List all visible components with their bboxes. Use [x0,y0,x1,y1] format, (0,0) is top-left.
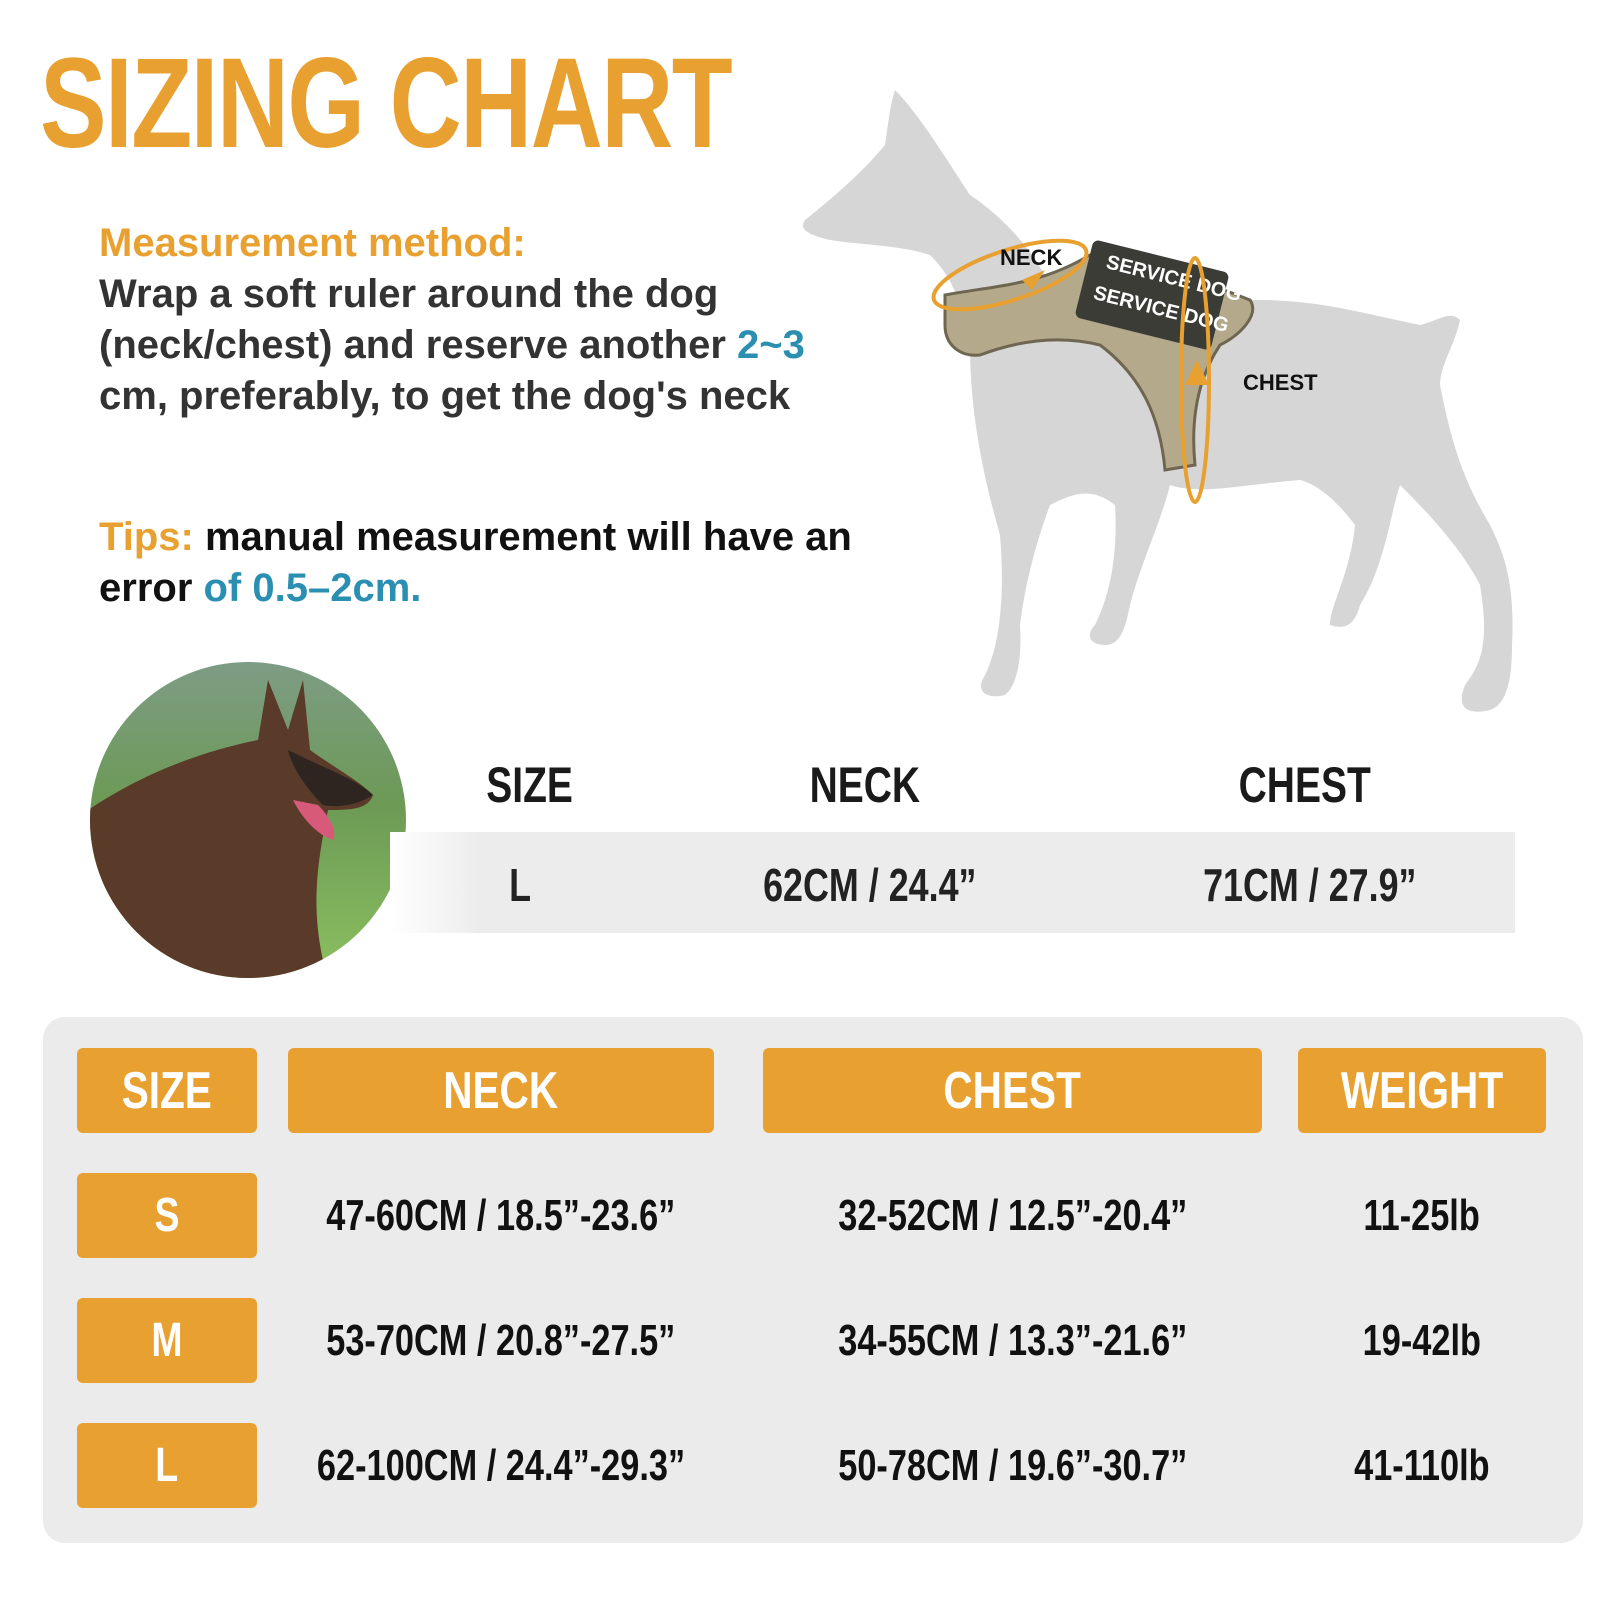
model-size-value: L [509,859,531,911]
size-cell: M [77,1298,257,1383]
neck-cell: 62-100CM / 24.4”-29.3” [316,1440,686,1490]
chest-cell: 50-78CM / 19.6”-30.7” [837,1440,1188,1490]
model-header-size: SIZE [486,757,574,813]
table-header-chest: CHEST [763,1048,1262,1133]
model-chest-value: 71CM / 27.9” [1203,859,1417,911]
model-neck-value: 62CM / 24.4” [763,859,977,911]
dog-silhouette-diagram: SERVICE DOG SERVICE DOG NECK CHEST [802,90,1513,712]
neck-cell: 47-60CM / 18.5”-23.6” [326,1190,676,1240]
measurement-heading: Measurement method: [99,221,526,265]
table-header-weight: WEIGHT [1298,1048,1546,1133]
chest-cell: 32-52CM / 12.5”-20.4” [837,1190,1188,1240]
neck-measure-loop [931,238,1089,312]
chest-arrow-icon [1185,360,1209,385]
model-header-neck: NECK [809,757,921,813]
table-header-neck: NECK [288,1048,714,1133]
size-cell: L [77,1423,257,1508]
weight-cell: 19-42lb [1362,1315,1482,1365]
neck-cell: 53-70CM / 20.8”-27.5” [326,1315,676,1365]
neck-label: NECK [1000,245,1062,270]
model-size-band [390,832,1515,933]
measurement-method: Measurement method: Wrap a soft ruler ar… [99,218,859,422]
page-title: SIZING CHART [40,32,733,175]
size-cell: S [77,1173,257,1258]
measurement-text: Wrap a soft ruler around the dog (neck/c… [99,272,805,418]
model-header-chest: CHEST [1238,757,1372,813]
weight-cell: 11-25lb [1363,1190,1481,1240]
tips: Tips: manual measurement will have an er… [99,515,852,610]
chest-label: CHEST [1243,370,1318,395]
chest-cell: 34-55CM / 13.3”-21.6” [837,1315,1188,1365]
neck-arrow-icon [1022,270,1045,290]
table-header-size: SIZE [77,1048,257,1133]
chest-measure-loop [1179,256,1211,504]
weight-cell: 41-110lb [1354,1440,1490,1490]
dog-photo [90,662,406,978]
